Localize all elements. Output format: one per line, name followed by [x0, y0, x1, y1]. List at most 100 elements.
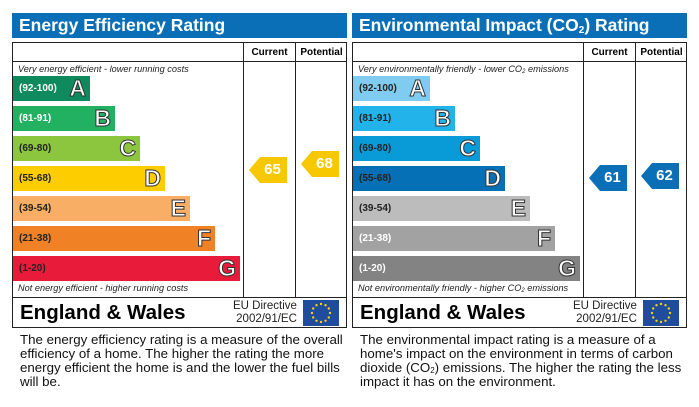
eu-star: [664, 319, 667, 322]
band-range-label: (81-91): [359, 113, 392, 124]
environment-panel-title: Environmental Impact (CO2) Rating: [352, 13, 687, 38]
top-scale-note: Very energy efficient - lower running co…: [18, 64, 189, 74]
current-rating-arrow: 61: [589, 165, 627, 191]
potential-column-header: Potential: [640, 47, 683, 58]
rating-band-d: (55-68) D: [13, 165, 165, 192]
eu-star: [327, 316, 330, 319]
eu-directive-line1: EU Directive: [233, 300, 297, 312]
eu-star: [327, 307, 330, 310]
eu-star: [652, 316, 655, 319]
eu-star: [667, 307, 670, 310]
band-letter: D: [484, 165, 502, 192]
column-divider: [583, 43, 584, 297]
band-range-label: (39-54): [359, 203, 392, 214]
environmental-impact-panel: Environmental Impact (CO2) Rating Curren…: [352, 0, 692, 407]
eu-star: [324, 304, 327, 307]
eu-star: [319, 320, 323, 324]
band-letter: F: [536, 225, 551, 252]
band-letter: C: [459, 135, 477, 162]
rating-band-b: (81-91) B: [13, 105, 115, 132]
eu-stars: [650, 302, 672, 324]
note-subscript: 2: [521, 288, 525, 294]
column-header-row: [353, 43, 686, 62]
band-letter: E: [170, 195, 186, 222]
footer-row: England & Wales EU Directive 2002/91/EC: [353, 297, 686, 327]
bottom-scale-note: Not environmentally friendly - higher CO…: [358, 283, 568, 294]
desc-subscript: 2: [430, 366, 435, 375]
eu-star: [652, 307, 655, 310]
rating-band-e: (39-54) E: [13, 195, 190, 222]
current-rating-value: 65: [264, 161, 281, 178]
band-range-label: (1-20): [359, 263, 386, 274]
eu-star: [664, 304, 667, 307]
rating-band-b: (81-91) B: [353, 105, 455, 132]
rating-band-a: (92-100) A: [13, 75, 90, 102]
environment-description: The environmental impact rating is a mea…: [360, 333, 690, 389]
band-range-label: (21-38): [359, 233, 392, 244]
eu-star: [324, 319, 327, 322]
rating-band-g: (1-20) G: [13, 255, 240, 282]
column-divider: [635, 43, 636, 297]
title-subscript: 2: [578, 25, 585, 36]
energy-description: The energy efficiency rating is a measur…: [20, 332, 343, 389]
eu-star: [310, 311, 314, 315]
rating-band-f: (21-38) F: [13, 225, 215, 252]
title-part: Environmental Impact (CO: [359, 15, 579, 35]
band-range-label: (92-100): [359, 83, 397, 94]
environment-rating-table: Current Potential Very environmentally f…: [352, 42, 687, 328]
eu-flag-icon: [643, 300, 679, 326]
band-letter: A: [409, 75, 427, 102]
bottom-scale-note: Not energy efficient - higher running co…: [18, 283, 189, 293]
potential-rating-value: 68: [316, 155, 333, 172]
eu-star: [659, 320, 663, 324]
rating-band-d: (55-68) D: [353, 165, 505, 192]
desc-part: ) emissions. The higher the rating the l…: [360, 360, 682, 389]
eu-star: [312, 307, 315, 310]
top-scale-note: Very environmentally friendly - lower CO…: [358, 64, 569, 75]
eu-directive-label: EU Directive 2002/91/EC: [573, 300, 637, 326]
arrow-shape: [249, 157, 287, 183]
band-range-label: (39-54): [19, 203, 52, 214]
arrow-shape: [301, 151, 339, 177]
rating-band-c: (69-80) C: [13, 135, 140, 162]
rating-band-e: (39-54) E: [353, 195, 530, 222]
eu-star: [319, 302, 323, 306]
eu-star: [315, 319, 318, 322]
band-letter: A: [69, 75, 87, 102]
eu-directive-label: EU Directive 2002/91/EC: [233, 300, 297, 326]
band-range-label: (69-80): [359, 143, 392, 154]
potential-rating-value: 62: [656, 167, 673, 184]
potential-rating-arrow: 62: [641, 163, 679, 189]
energy-panel-title: Energy Efficiency Rating: [12, 13, 347, 38]
arrow-shape: [589, 165, 627, 191]
eu-directive-line2: 2002/91/EC: [576, 313, 637, 325]
band-range-label: (55-68): [19, 173, 52, 184]
eu-star: [655, 304, 658, 307]
band-range-label: (69-80): [19, 143, 52, 154]
note-part: Not environmentally friendly - higher CO: [358, 283, 522, 293]
band-range-label: (55-68): [359, 173, 392, 184]
eu-flag-icon: [303, 300, 339, 326]
current-column-header: Current: [251, 47, 288, 58]
band-range-label: (92-100): [19, 83, 57, 94]
energy-efficiency-panel: Energy Efficiency Rating Current Potenti…: [12, 0, 352, 407]
current-column-header: Current: [591, 47, 628, 58]
region-label: England & Wales: [20, 301, 186, 324]
current-rating-value: 61: [604, 169, 621, 186]
rating-band-g: (1-20) G: [353, 255, 580, 282]
band-range-label: (81-91): [19, 113, 52, 124]
band-range-label: (21-38): [19, 233, 52, 244]
band-letter: F: [196, 225, 211, 252]
note-part: emissions: [525, 64, 569, 74]
arrow-shape: [641, 163, 679, 189]
energy-rating-table: Current Potential Very energy efficient …: [12, 42, 347, 328]
eu-star: [667, 316, 670, 319]
band-letter: G: [558, 255, 577, 282]
eu-directive-line1: EU Directive: [573, 300, 637, 312]
region-label: England & Wales: [360, 301, 526, 324]
rating-band-a: (92-100) A: [353, 75, 430, 102]
column-divider: [295, 43, 296, 297]
band-letter: B: [94, 105, 112, 132]
eu-stars: [310, 302, 332, 324]
title-part: ) Rating: [584, 15, 650, 35]
